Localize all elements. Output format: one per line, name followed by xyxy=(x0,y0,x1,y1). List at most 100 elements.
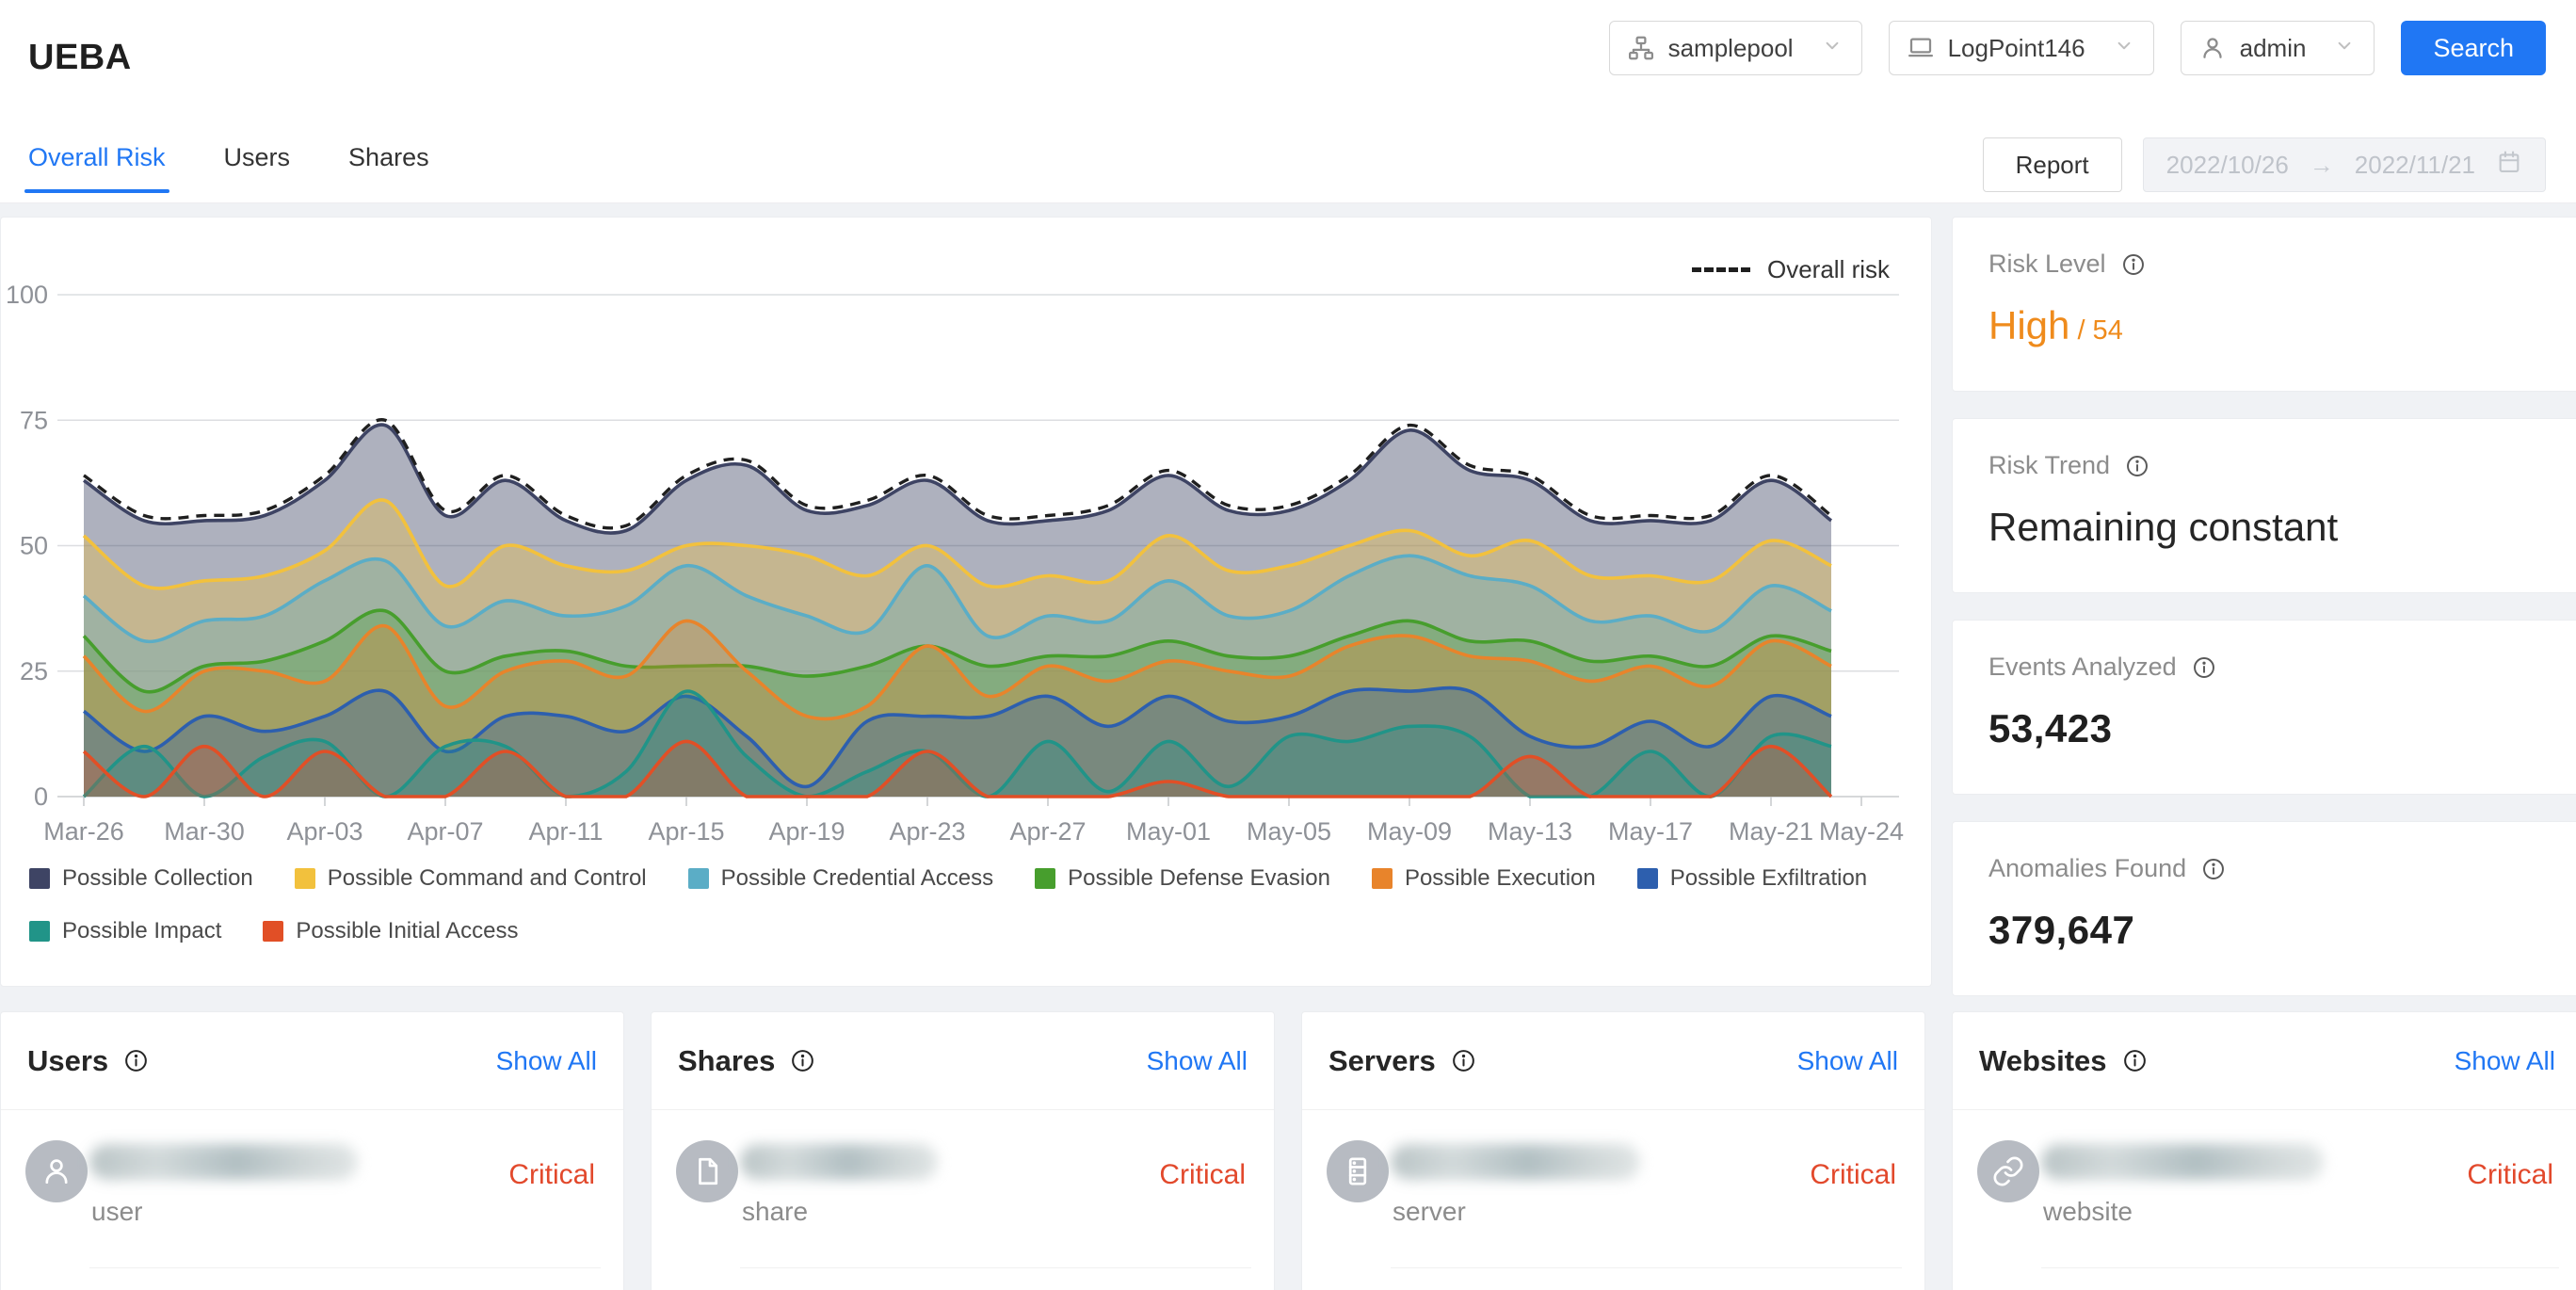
legend-item-possible-command-and-control[interactable]: Possible Command and Control xyxy=(294,865,647,892)
events-analyzed-card: Events Analyzed 53,423 xyxy=(1952,620,2576,795)
legend-label: Possible Execution xyxy=(1404,865,1596,891)
x-axis-label: May-09 xyxy=(1367,817,1452,846)
y-axis-label: 75 xyxy=(20,406,48,434)
shares-title: Shares xyxy=(678,1043,776,1077)
overall-risk-legend[interactable]: Overall risk xyxy=(1691,255,1890,284)
servers-show-all-link[interactable]: Show All xyxy=(1796,1045,1898,1075)
line-possible-collection xyxy=(82,423,1833,535)
legend-item-possible-defense-evasion[interactable]: Possible Defense Evasion xyxy=(1035,865,1330,892)
info-icon xyxy=(2123,1050,2146,1072)
users-list-item[interactable] xyxy=(1,1268,623,1290)
risk-level-value-suffix: / 54 xyxy=(2069,315,2123,346)
area-possible-credential-access xyxy=(84,556,1831,797)
area-possible-initial-access xyxy=(84,741,1831,797)
info-icon xyxy=(2127,455,2148,476)
info-icon xyxy=(125,1050,148,1072)
redacted-entity-name xyxy=(1391,1144,1640,1180)
tab-overall-risk[interactable]: Overall Risk xyxy=(24,143,169,193)
users-title-wrap: Users xyxy=(27,1044,149,1078)
info-icon[interactable] xyxy=(123,1048,149,1073)
legend-item-possible-collection[interactable]: Possible Collection xyxy=(29,865,253,892)
area-possible-defense-evasion xyxy=(84,610,1831,797)
shares-list-item[interactable]: share Critical xyxy=(652,1110,1274,1268)
report-button[interactable]: Report xyxy=(1982,137,2122,192)
info-icon[interactable] xyxy=(2192,655,2216,680)
filter-user-select[interactable]: admin xyxy=(2180,21,2375,75)
area-possible-impact xyxy=(84,691,1831,797)
filter-pool-select[interactable]: samplepool xyxy=(1608,21,1862,75)
legend-item-possible-initial-access[interactable]: Possible Initial Access xyxy=(263,918,519,944)
legend-swatch-icon xyxy=(294,868,315,889)
legend-label: Possible Impact xyxy=(62,918,222,943)
header-filters: samplepool LogPoint146 admin Search xyxy=(1608,21,2546,75)
date-to: 2022/11/21 xyxy=(2354,150,2475,179)
servers-card-header: Servers Show All xyxy=(1302,1012,1924,1110)
servers-title-wrap: Servers xyxy=(1328,1044,1476,1078)
org-icon xyxy=(1628,36,1653,60)
servers-list-item[interactable] xyxy=(1302,1268,1924,1290)
users-show-all-link[interactable]: Show All xyxy=(495,1045,597,1075)
status-badge: Critical xyxy=(2467,1159,2553,1190)
legend-item-possible-impact[interactable]: Possible Impact xyxy=(29,918,221,944)
info-icon[interactable] xyxy=(2122,1048,2148,1073)
legend-row: Possible Collection Possible Command and … xyxy=(29,865,1867,892)
websites-show-all-link[interactable]: Show All xyxy=(2454,1045,2555,1075)
legend-swatch-icon xyxy=(1035,868,1056,889)
servers-list-item[interactable]: server Critical xyxy=(1302,1110,1924,1268)
websites-title: Websites xyxy=(1979,1043,2107,1077)
legend-item-possible-execution[interactable]: Possible Execution xyxy=(1371,865,1596,892)
events-analyzed-value: 53,423 xyxy=(1988,706,2113,750)
info-icon[interactable] xyxy=(2121,252,2146,277)
x-axis-label: May-21 xyxy=(1729,817,1813,846)
websites-list-item[interactable] xyxy=(1953,1268,2576,1290)
entity-type-label: website xyxy=(2043,1197,2133,1226)
info-icon[interactable] xyxy=(2201,857,2226,881)
events-analyzed-label-row: Events Analyzed xyxy=(1988,653,2546,682)
line-possible-credential-access xyxy=(82,554,1832,644)
info-icon[interactable] xyxy=(790,1048,815,1073)
risk-level-card: Risk Level High / 54 xyxy=(1952,217,2576,392)
status-badge: Critical xyxy=(1810,1159,1896,1190)
legend-item-possible-exfiltration[interactable]: Possible Exfiltration xyxy=(1636,865,1868,892)
legend-item-possible-credential-access[interactable]: Possible Credential Access xyxy=(687,865,993,892)
info-icon xyxy=(2203,858,2225,879)
status-badge: Critical xyxy=(1159,1159,1246,1190)
x-axis-label: Apr-23 xyxy=(889,817,965,846)
shares-title-wrap: Shares xyxy=(678,1044,815,1078)
websites-card-header: Websites Show All xyxy=(1953,1012,2576,1110)
tab-shares[interactable]: Shares xyxy=(348,143,429,171)
x-axis-label: May-01 xyxy=(1126,817,1211,846)
chevron-down-icon xyxy=(2112,33,2136,64)
info-icon xyxy=(2193,656,2214,678)
area-possible-execution xyxy=(84,621,1831,797)
x-axis-label: Apr-19 xyxy=(768,817,845,846)
websites-list-item[interactable]: website Critical xyxy=(1953,1110,2576,1268)
x-axis-label: Mar-26 xyxy=(43,817,124,846)
header: UEBA samplepool LogPoint146 admin Search Ov… xyxy=(0,0,2576,203)
calendar-icon xyxy=(2496,149,2522,182)
area-possible-collection xyxy=(84,425,1831,797)
risk-trend-value: Remaining constant xyxy=(1988,505,2339,549)
legend-label: Possible Defense Evasion xyxy=(1068,865,1330,891)
users-list-item[interactable]: user Critical xyxy=(1,1110,623,1268)
overall-risk-legend-label: Overall risk xyxy=(1766,255,1890,283)
users-card: Users Show All user Critical xyxy=(0,1011,624,1290)
legend-label: Possible Exfiltration xyxy=(1669,865,1868,891)
date-range-picker[interactable]: 2022/10/26 → 2022/11/21 xyxy=(2142,137,2546,192)
anomalies-found-label: Anomalies Found xyxy=(1988,854,2187,882)
chevron-down-icon xyxy=(2332,33,2357,64)
info-icon xyxy=(1452,1050,1474,1072)
search-button[interactable]: Search xyxy=(2401,21,2546,75)
risk-level-label: Risk Level xyxy=(1988,250,2106,278)
info-icon xyxy=(2122,253,2144,275)
info-icon[interactable] xyxy=(2125,454,2149,478)
info-icon[interactable] xyxy=(1451,1048,1476,1073)
filter-device-value: LogPoint146 xyxy=(1947,33,2085,62)
x-axis-label: May-13 xyxy=(1488,817,1572,846)
tab-users[interactable]: Users xyxy=(223,143,291,171)
websites-title-wrap: Websites xyxy=(1979,1044,2148,1078)
filter-device-select[interactable]: LogPoint146 xyxy=(1888,21,2154,75)
shares-show-all-link[interactable]: Show All xyxy=(1146,1045,1248,1075)
shares-list-item[interactable] xyxy=(652,1268,1274,1290)
